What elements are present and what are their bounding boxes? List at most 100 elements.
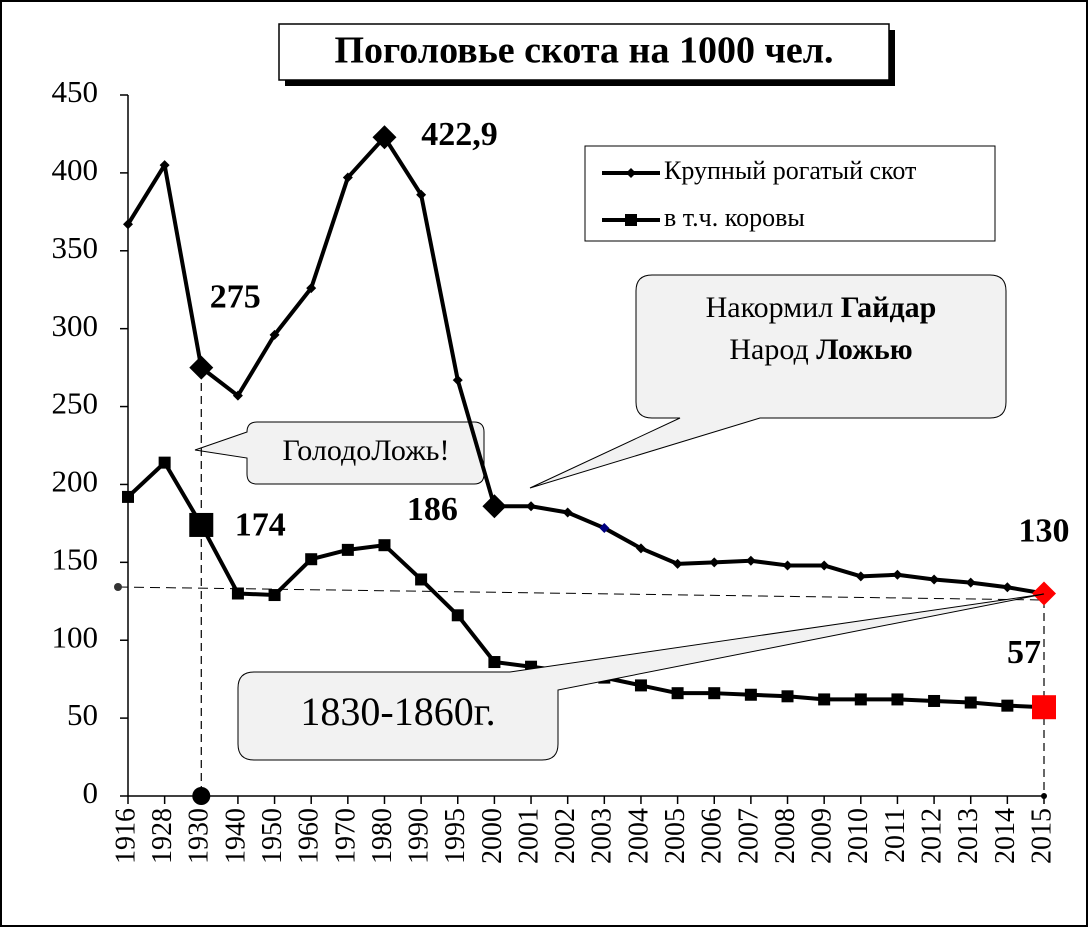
callout-text: 1830-1860г.: [300, 689, 495, 734]
callout-gaidar: [529, 274, 1007, 489]
point: [416, 189, 427, 200]
point: [782, 560, 793, 571]
point: [341, 543, 354, 556]
reference-line: [117, 586, 1045, 601]
point: [562, 507, 573, 518]
point: [158, 456, 171, 469]
point: [342, 172, 353, 183]
x-tick-label: 1970: [330, 808, 361, 864]
x-tick-label: 2011: [880, 808, 911, 863]
point: [122, 490, 134, 503]
point: [964, 696, 977, 709]
x-tick-label: 2004: [623, 808, 654, 864]
point: [1032, 581, 1056, 606]
chart-title: Поголовье скота на 1000 чел.: [334, 30, 833, 72]
point: [189, 512, 214, 537]
point: [452, 375, 463, 386]
point: [635, 543, 646, 554]
point: [269, 329, 280, 340]
data-label: 130: [1019, 512, 1070, 549]
data-label: 275: [210, 278, 261, 315]
callout-golod: [194, 421, 485, 485]
title-box: [278, 23, 890, 81]
point: [818, 693, 831, 706]
point: [268, 589, 281, 602]
point: [854, 693, 867, 706]
point: [482, 494, 507, 519]
point: [855, 571, 866, 582]
point: [232, 390, 243, 401]
x-tick-label: 2006: [697, 808, 728, 864]
y-tick-label: 350: [52, 230, 99, 265]
point: [709, 557, 720, 568]
point: [1001, 699, 1014, 712]
point: [306, 283, 317, 294]
x-tick-label: 2014: [990, 808, 1021, 864]
legend-label: Крупный рогатый скот: [664, 156, 916, 185]
point: [159, 160, 170, 171]
y-tick-label: 200: [52, 464, 99, 499]
point: [745, 555, 756, 566]
point: [123, 219, 133, 230]
x-tick-label: 2002: [550, 808, 581, 864]
x-tick-label: 2005: [660, 808, 691, 864]
callout-word: Гайдар: [841, 291, 937, 324]
x-tick-label: 1960: [294, 808, 325, 864]
point: [189, 355, 214, 380]
point: [1032, 695, 1056, 720]
data-label: 422,9: [421, 116, 498, 153]
x-tick-label: 1995: [440, 808, 471, 864]
point: [599, 523, 610, 534]
point: [451, 609, 464, 622]
point: [231, 587, 244, 600]
callout-word: Накормил: [706, 291, 834, 324]
callout-period: [237, 593, 1045, 761]
point: [372, 125, 397, 150]
point: [671, 687, 684, 700]
y-tick-label: 150: [52, 541, 99, 576]
point: [928, 694, 941, 707]
point: [1002, 582, 1013, 593]
y-tick-label: 300: [52, 308, 99, 343]
point: [819, 560, 830, 571]
point: [891, 693, 904, 706]
point: [634, 679, 647, 692]
x-tick-label: 2000: [477, 808, 508, 864]
y-tick-label: 50: [67, 697, 98, 732]
point: [526, 501, 537, 512]
data-label: 57: [1007, 634, 1041, 671]
callout-word: Ложью: [816, 333, 912, 366]
x-tick-label: 2010: [843, 808, 874, 864]
point: [672, 558, 683, 569]
series-line: [126, 135, 1045, 596]
y-tick-label: 450: [52, 74, 99, 109]
y-tick-label: 400: [52, 152, 99, 187]
x-tick-label: 2012: [917, 808, 948, 864]
drop-dot: [1041, 793, 1047, 799]
point: [781, 690, 794, 703]
legend-box: [584, 145, 996, 242]
x-tick-label: 2003: [587, 808, 618, 864]
callout-word: Народ: [729, 333, 808, 366]
x-tick-label: 1928: [147, 808, 178, 864]
legend-label: в т.ч. коровы: [664, 203, 805, 232]
y-tick-label: 250: [52, 386, 99, 421]
x-tick-label: 1916: [110, 808, 141, 864]
callout-text: Народ Ложью: [729, 333, 912, 366]
callout-text: ГолодоЛожь!: [283, 434, 450, 467]
callout-text: Накормил Гайдар: [706, 291, 937, 324]
point: [305, 553, 318, 566]
x-tick-label: 1940: [220, 808, 251, 864]
x-tick-label: 1980: [367, 808, 398, 864]
y-tick-label: 0: [83, 775, 99, 810]
point: [965, 577, 976, 588]
point: [488, 656, 501, 669]
x-tick-label: 2015: [1026, 808, 1057, 864]
y-tick-label: 100: [52, 619, 99, 654]
data-label: 186: [407, 491, 458, 528]
legend-marker: [626, 168, 636, 178]
point: [929, 574, 940, 585]
data-label: 174: [235, 507, 286, 544]
x-tick-label: 1950: [257, 808, 288, 864]
